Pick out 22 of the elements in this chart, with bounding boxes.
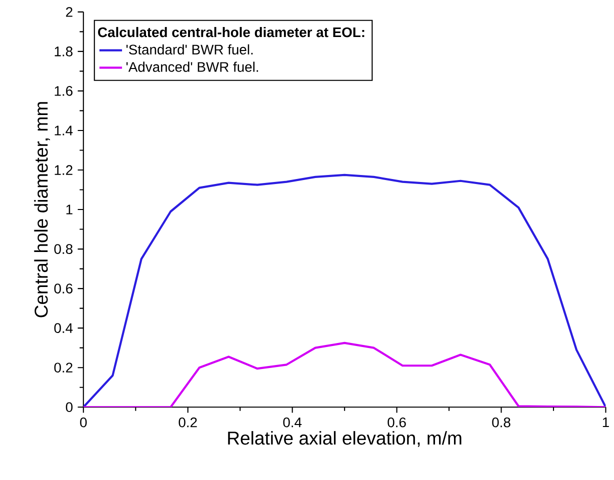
x-tick-label: 0.4 xyxy=(283,418,302,428)
y-tick-label: 1.2 xyxy=(54,165,72,176)
legend-label: 'Advanced' BWR fuel. xyxy=(126,62,258,72)
legend-title: Calculated central-hole diameter at EOL: xyxy=(98,27,364,38)
x-axis-title: Relative axial elevation, m/m xyxy=(228,431,462,448)
y-tick-label: 0 xyxy=(66,402,73,412)
x-tick-label: 0.6 xyxy=(388,418,406,428)
x-tick-label: 1 xyxy=(602,418,609,428)
x-tick-label: 0.2 xyxy=(178,418,197,428)
y-tick-label: 2 xyxy=(66,7,72,17)
x-tick-label: 0.8 xyxy=(492,418,510,428)
x-tick-label: 0 xyxy=(80,418,87,428)
y-tick-label: 0.6 xyxy=(54,284,72,294)
y-tick-label: 1.4 xyxy=(54,126,73,136)
y-tick-label: 1.8 xyxy=(54,46,72,57)
y-tick-label: 0.4 xyxy=(54,323,73,334)
y-tick-label: 1 xyxy=(66,204,72,214)
y-tick-label: 1.6 xyxy=(54,86,72,96)
y-axis-title: Central hole diameter, mm xyxy=(34,102,50,318)
y-tick-label: 0.8 xyxy=(54,244,72,254)
legend-label: 'Standard' BWR fuel. xyxy=(126,44,253,55)
y-tick-label: 0.2 xyxy=(54,362,72,373)
